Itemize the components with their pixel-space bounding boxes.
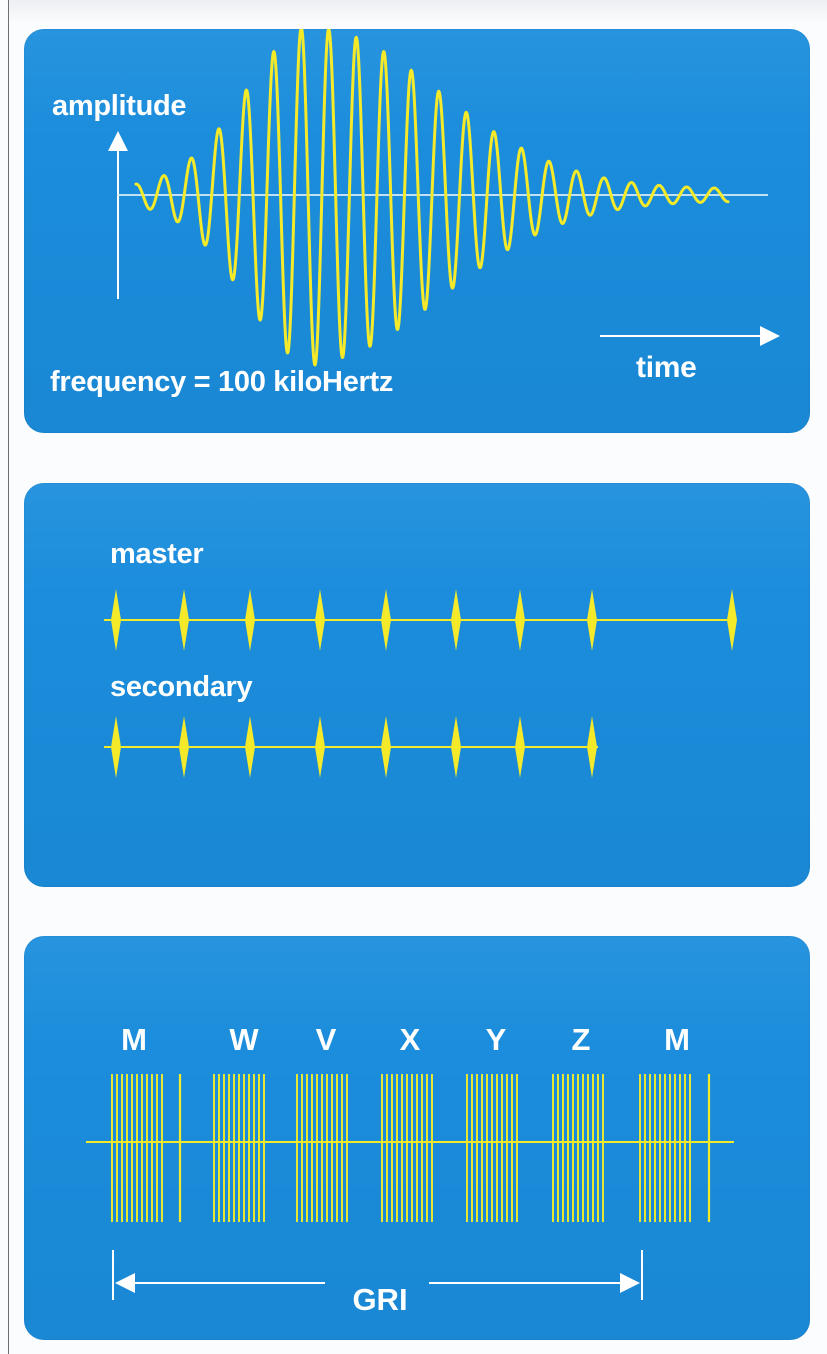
master-pulse-2 — [179, 589, 189, 651]
station-group-x — [381, 1074, 433, 1222]
secondary-pulse-1 — [111, 716, 121, 778]
station-label-z: Z — [571, 1022, 591, 1057]
master-pulse-train — [111, 589, 737, 651]
station-label-v: V — [315, 1022, 337, 1057]
pulse-train-diagram — [104, 589, 737, 778]
station-label-y: Y — [485, 1022, 507, 1057]
master-pulse-8 — [587, 589, 597, 651]
secondary-pulse-5 — [381, 716, 391, 778]
station-group-w — [213, 1074, 265, 1222]
secondary-pulse-2 — [179, 716, 189, 778]
station-sequence-diagram — [86, 1074, 734, 1300]
secondary-pulse-4 — [315, 716, 325, 778]
master-label: master — [110, 538, 204, 570]
station-group-v — [296, 1074, 348, 1222]
amplitude-label: amplitude — [52, 90, 187, 122]
station-group-z — [552, 1074, 604, 1222]
pulse-train-panel: master secondary — [24, 483, 810, 887]
master-pulse-7 — [515, 589, 525, 651]
master-pulse-6 — [451, 589, 461, 651]
station-label-x: X — [399, 1022, 421, 1057]
gri-label: GRI — [352, 1282, 408, 1317]
station-pulse-groups — [111, 1074, 711, 1222]
station-group-m-end — [639, 1074, 711, 1222]
top-strip — [9, 0, 827, 24]
pulse-waveform-diagram — [108, 29, 780, 367]
station-label-m-start: M — [121, 1022, 147, 1057]
master-pulse-4 — [315, 589, 325, 651]
station-label-m-end: M — [664, 1022, 690, 1057]
pulse-waveform-panel: amplitude frequency = 100 kiloHertz time — [24, 29, 810, 433]
left-rule — [8, 0, 9, 1354]
secondary-label: secondary — [110, 671, 253, 703]
secondary-pulse-train — [111, 716, 597, 778]
time-label: time — [636, 351, 697, 384]
station-sequence-panel: M W V X Y Z M GRI — [24, 936, 810, 1340]
station-label-w: W — [229, 1022, 259, 1057]
master-pulse-1 — [111, 589, 121, 651]
master-pulse-5 — [381, 589, 391, 651]
frequency-label: frequency = 100 kiloHertz — [50, 366, 394, 398]
master-pulse-9 — [727, 589, 737, 651]
secondary-pulse-7 — [515, 716, 525, 778]
secondary-pulse-3 — [245, 716, 255, 778]
master-pulse-3 — [245, 589, 255, 651]
secondary-pulse-8 — [587, 716, 597, 778]
station-group-m-start — [111, 1074, 182, 1222]
secondary-pulse-6 — [451, 716, 461, 778]
station-group-y — [466, 1074, 518, 1222]
pulse-waveform-line — [134, 29, 730, 367]
